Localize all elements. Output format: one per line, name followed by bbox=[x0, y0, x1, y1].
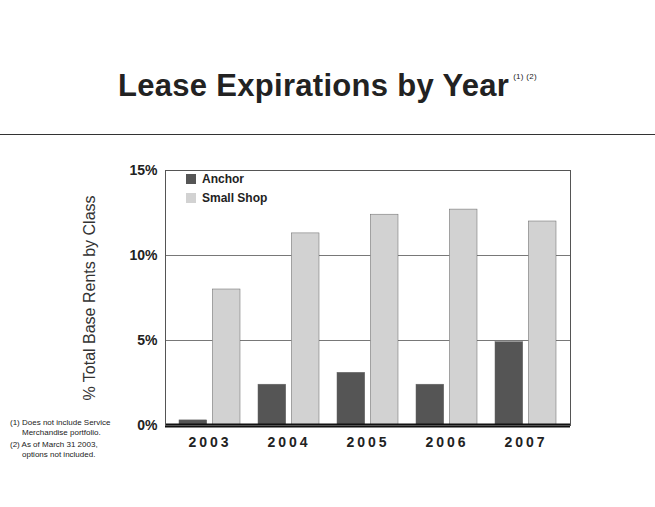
html-text:Anchor: Anchor bbox=[202, 172, 244, 186]
svg-text:2005: 2005 bbox=[346, 434, 389, 450]
svg-text:2007: 2007 bbox=[504, 434, 547, 450]
svg-text:2006: 2006 bbox=[425, 434, 468, 450]
html-text:(2) As of March 31 2003, optio: (2) As of March 31 2003, options not inc… bbox=[10, 440, 98, 459]
html-text:% Total Base Rents by Class: % Total Base Rents by Class bbox=[81, 195, 98, 401]
html-text:(1) (2): (1) (2) bbox=[513, 72, 537, 81]
svg-text:2004: 2004 bbox=[267, 434, 310, 450]
html-text:Small Shop: Small Shop bbox=[202, 191, 268, 205]
svg-text:0%: 0% bbox=[137, 417, 158, 433]
html-text:Lease Expirations by Year: Lease Expirations by Year bbox=[118, 68, 510, 103]
svg-text:5%: 5% bbox=[137, 332, 158, 348]
html-text:(1) Does not include Service M: (1) Does not include Service Merchandise… bbox=[10, 418, 111, 437]
svg-text:10%: 10% bbox=[129, 247, 158, 263]
svg-text:2003: 2003 bbox=[188, 434, 231, 450]
svg-text:15%: 15% bbox=[129, 162, 158, 178]
